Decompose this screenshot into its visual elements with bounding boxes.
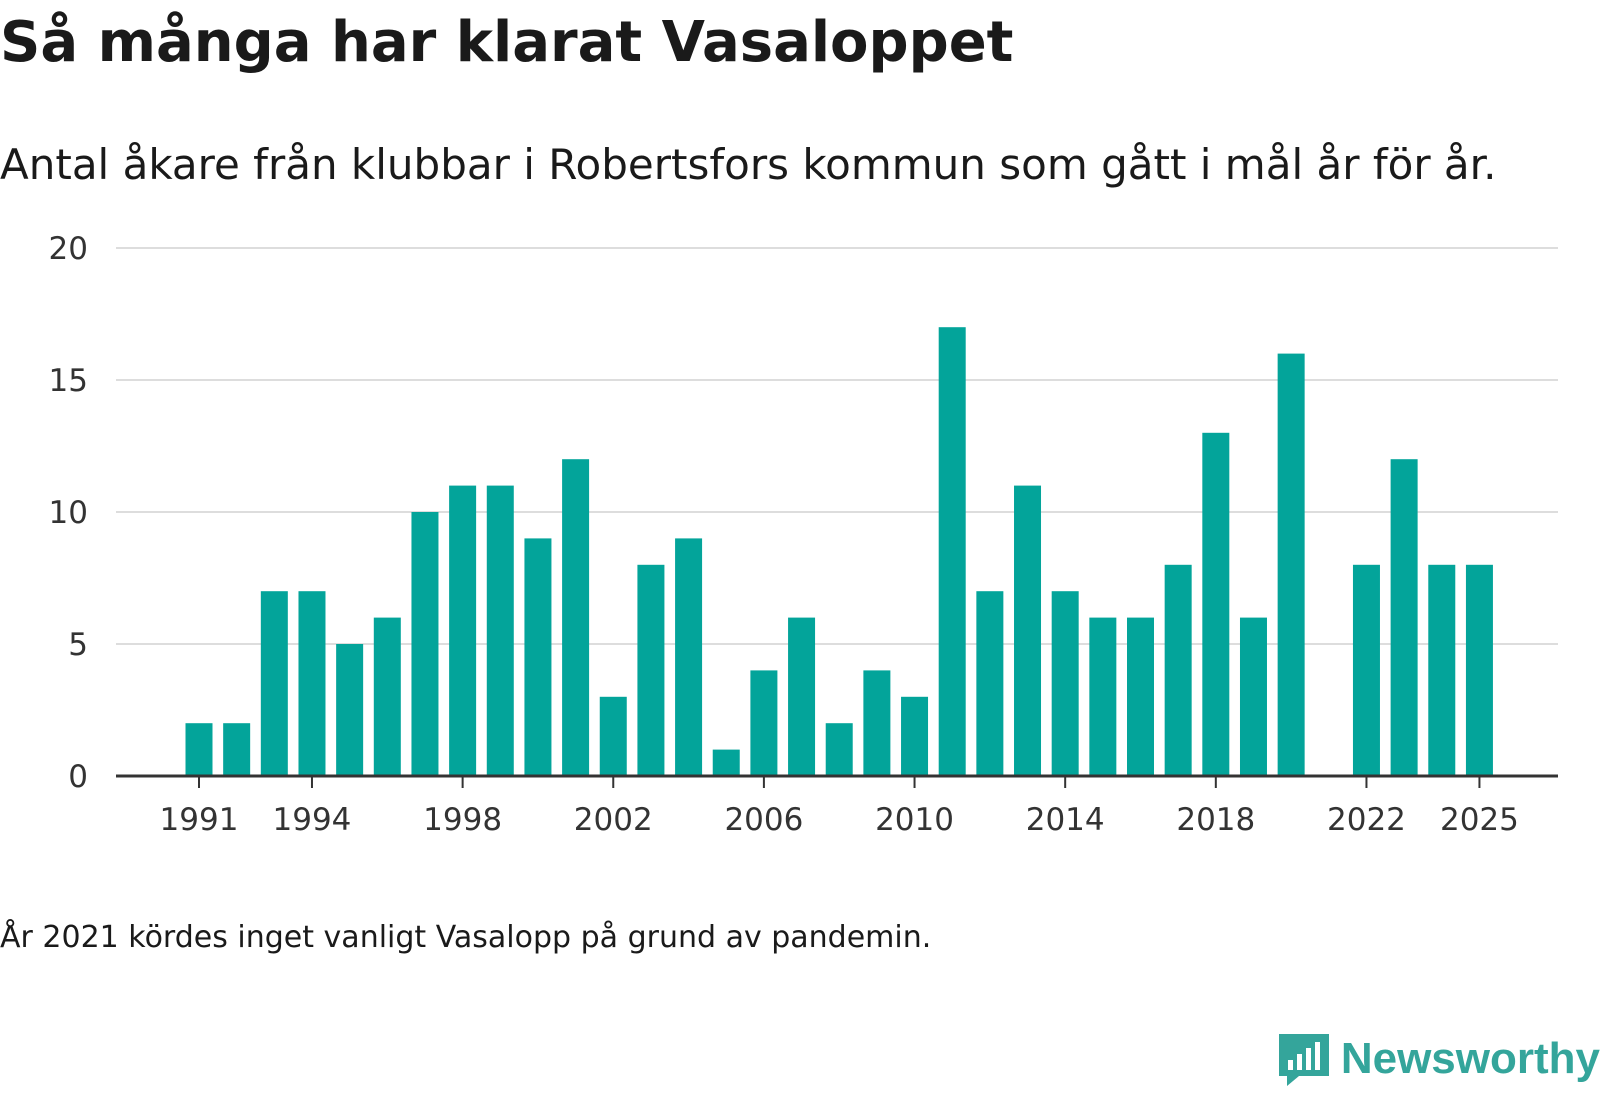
- bar-2024: [1428, 564, 1456, 776]
- bar-2020: [1277, 353, 1305, 776]
- tick-labels: 0 5 10 15 20 1991 1994 1998 2002 2006 2010 2014 2018…: [49, 231, 1519, 838]
- y-tick-label-5: 5: [68, 627, 88, 663]
- x-tick-label-2010: 2010: [875, 802, 954, 838]
- bar-1996: [373, 617, 401, 776]
- y-tick-label-10: 10: [49, 495, 88, 531]
- bar-2023: [1390, 459, 1418, 776]
- bar-2019: [1239, 617, 1267, 776]
- bar-2003: [637, 564, 665, 776]
- x-tick-label-2018: 2018: [1176, 802, 1255, 838]
- bar-2016: [1127, 617, 1154, 776]
- chart-subtitle: Antal åkare från klubbar i Robertsfors k…: [0, 140, 1497, 189]
- bar-2022: [1352, 564, 1380, 776]
- bar-1993: [260, 591, 288, 776]
- bar-2017: [1164, 564, 1192, 776]
- bar-2001: [562, 459, 590, 776]
- gridlines: [116, 247, 1558, 645]
- x-tick-label-1994: 1994: [273, 802, 352, 838]
- bar-2010: [901, 696, 929, 776]
- bar-2007: [788, 617, 816, 776]
- y-tick-label-0: 0: [68, 759, 88, 795]
- bar-1995: [336, 644, 364, 776]
- x-tick-label-1998: 1998: [423, 802, 502, 838]
- bar-2002: [599, 696, 627, 776]
- bar-1994: [298, 591, 326, 776]
- y-tick-label-15: 15: [49, 363, 88, 399]
- bars: [185, 327, 1493, 776]
- bar-2005: [712, 749, 740, 776]
- bar-1991: [185, 723, 213, 776]
- bar-1998: [449, 485, 477, 776]
- x-tick-label-2022: 2022: [1327, 802, 1406, 838]
- bar-2000: [524, 538, 552, 776]
- x-tick-label-2014: 2014: [1026, 802, 1105, 838]
- bar-2025: [1465, 564, 1493, 776]
- bar-2012: [976, 591, 1004, 776]
- x-tick-label-2006: 2006: [724, 802, 803, 838]
- bar-1992: [223, 723, 251, 776]
- bar-2004: [675, 538, 703, 776]
- bar-2015: [1089, 617, 1117, 776]
- bar-chart: 0 5 10 15 20 1991 1994 1998 2002 2006 2010 2014 2018…: [49, 231, 1558, 838]
- y-tick-label-20: 20: [49, 231, 88, 267]
- x-tick-label-1991: 1991: [160, 802, 239, 838]
- x-tick-label-2002: 2002: [574, 802, 653, 838]
- newsworthy-logo-icon: [1278, 1034, 1329, 1086]
- x-axis: [116, 774, 1558, 788]
- bar-2008: [825, 723, 853, 776]
- chart-title: Så många har klarat Vasaloppet: [0, 10, 1014, 75]
- brand-logo: Newsworthy: [1275, 1030, 1600, 1088]
- bar-2013: [1014, 485, 1042, 776]
- bar-2011: [938, 327, 966, 776]
- bar-1997: [411, 512, 439, 776]
- footnote: År 2021 kördes inget vanligt Vasalopp på…: [0, 920, 932, 955]
- bar-1999: [486, 485, 514, 776]
- brand-name: Newsworthy: [1340, 1034, 1600, 1083]
- bar-2014: [1051, 591, 1079, 776]
- bar-2018: [1202, 432, 1230, 776]
- x-tick-label-2025: 2025: [1440, 802, 1519, 838]
- bar-2009: [863, 670, 891, 776]
- bar-2006: [750, 670, 778, 776]
